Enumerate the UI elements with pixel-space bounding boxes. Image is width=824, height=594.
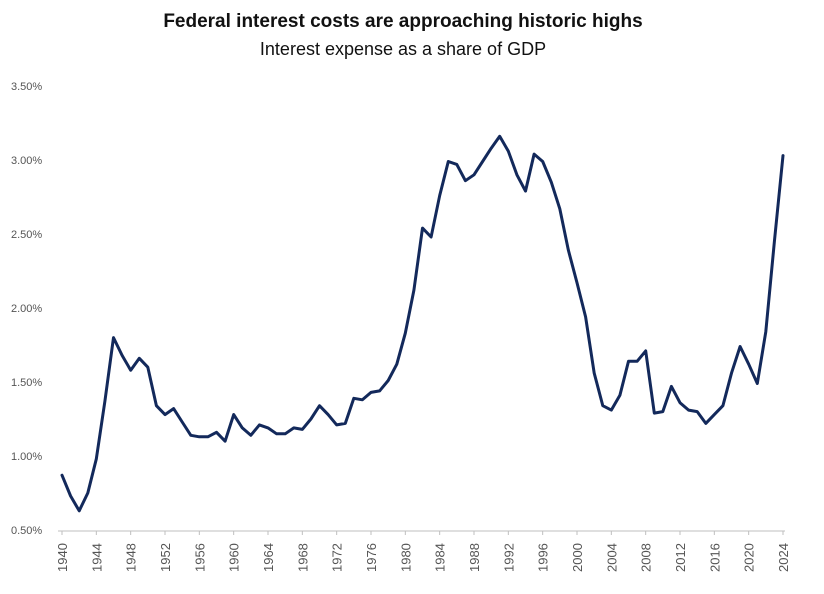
y-tick-label: 2.50% (11, 229, 42, 241)
x-tick-label: 1980 (398, 543, 413, 572)
x-tick-label: 1960 (227, 543, 242, 572)
x-tick-label: 1952 (158, 543, 173, 572)
x-tick-label: 1988 (467, 543, 482, 572)
series-line (60, 134, 785, 513)
x-tick-label: 1972 (330, 543, 345, 572)
x-tick-label: 2016 (707, 543, 722, 572)
y-tick-label: 3.00% (11, 155, 42, 167)
x-tick-label: 1948 (124, 543, 139, 572)
x-tick-label: 1964 (261, 543, 276, 572)
chart-subtitle: Interest expense as a share of GDP (259, 39, 547, 59)
y-tick-label: 1.50% (11, 377, 42, 389)
y-tick-label: 1.00% (11, 451, 42, 463)
plot-area (60, 134, 785, 513)
x-tick-label: 2020 (742, 543, 757, 572)
x-tick-label: 2000 (570, 543, 585, 572)
x-tick-label: 1976 (364, 543, 379, 572)
x-tick-label: 1992 (501, 543, 516, 572)
x-tick-label: 2024 (776, 543, 791, 572)
x-tick-label: 2008 (639, 543, 654, 572)
y-tick-label: 3.50% (11, 81, 42, 93)
x-tick-label: 1940 (55, 543, 70, 572)
x-axis: 1940 1944 1948 1952 1956 1960 1964 1968 1972 1976… (55, 530, 791, 572)
y-tick-label: 0.50% (11, 525, 42, 537)
x-tick-label: 1944 (89, 543, 104, 572)
x-tick-label: 2012 (673, 543, 688, 572)
x-tick-label: 2004 (604, 543, 619, 572)
x-tick-label: 1968 (295, 543, 310, 572)
y-tick-label: 2.00% (11, 303, 42, 315)
x-tick-label: 1996 (536, 543, 551, 572)
chart-title: Federal interest costs are approaching h… (163, 11, 643, 32)
x-tick-label: 1956 (192, 543, 207, 572)
y-axis: 0.50% 1.00% 1.50% 2.00% 2.50% 3.00% 3.50% (11, 81, 42, 537)
x-tick-label: 1984 (433, 543, 448, 572)
